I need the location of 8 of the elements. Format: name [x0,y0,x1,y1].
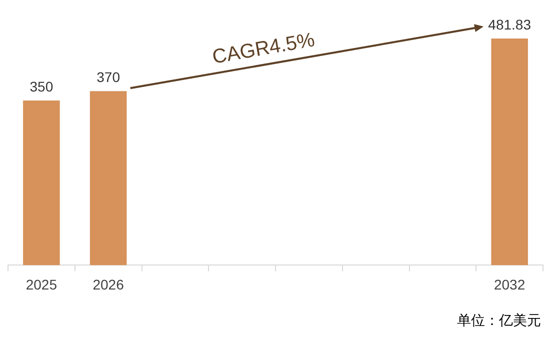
text: 单位：亿美元 [457,312,541,330]
x-tick-label: 2026 [92,276,124,292]
data-label: 350 [30,78,54,94]
x-tick-label: 2032 [494,276,526,292]
annotation: CAGR4.5% [210,29,317,69]
data-label: 370 [96,69,120,86]
data-label: 481.83 [488,16,532,32]
x-tick-label: 2025 [26,276,58,292]
